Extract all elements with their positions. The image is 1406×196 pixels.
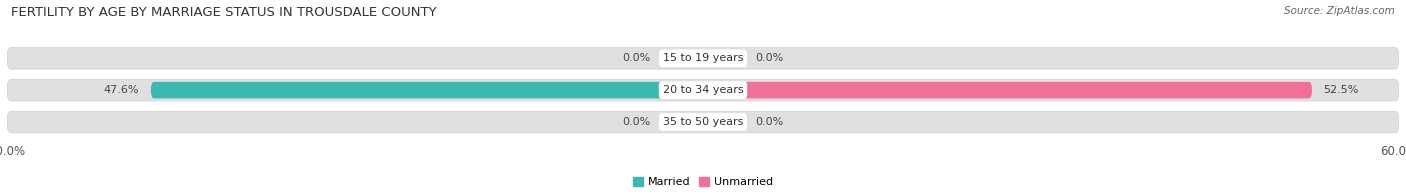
- Text: 0.0%: 0.0%: [755, 117, 783, 127]
- FancyBboxPatch shape: [703, 50, 744, 67]
- FancyBboxPatch shape: [703, 114, 744, 130]
- Text: 47.6%: 47.6%: [104, 85, 139, 95]
- Text: Source: ZipAtlas.com: Source: ZipAtlas.com: [1284, 6, 1395, 16]
- Text: 35 to 50 years: 35 to 50 years: [662, 117, 744, 127]
- FancyBboxPatch shape: [7, 47, 1399, 69]
- FancyBboxPatch shape: [7, 111, 1399, 133]
- FancyBboxPatch shape: [150, 82, 703, 98]
- Text: 0.0%: 0.0%: [623, 53, 651, 63]
- FancyBboxPatch shape: [7, 79, 1399, 101]
- Text: FERTILITY BY AGE BY MARRIAGE STATUS IN TROUSDALE COUNTY: FERTILITY BY AGE BY MARRIAGE STATUS IN T…: [11, 6, 437, 19]
- FancyBboxPatch shape: [662, 50, 703, 67]
- Text: 20 to 34 years: 20 to 34 years: [662, 85, 744, 95]
- FancyBboxPatch shape: [703, 82, 1312, 98]
- Text: 0.0%: 0.0%: [623, 117, 651, 127]
- Legend: Married, Unmarried: Married, Unmarried: [628, 172, 778, 192]
- Text: 0.0%: 0.0%: [755, 53, 783, 63]
- FancyBboxPatch shape: [662, 114, 703, 130]
- Text: 52.5%: 52.5%: [1323, 85, 1360, 95]
- Text: 15 to 19 years: 15 to 19 years: [662, 53, 744, 63]
